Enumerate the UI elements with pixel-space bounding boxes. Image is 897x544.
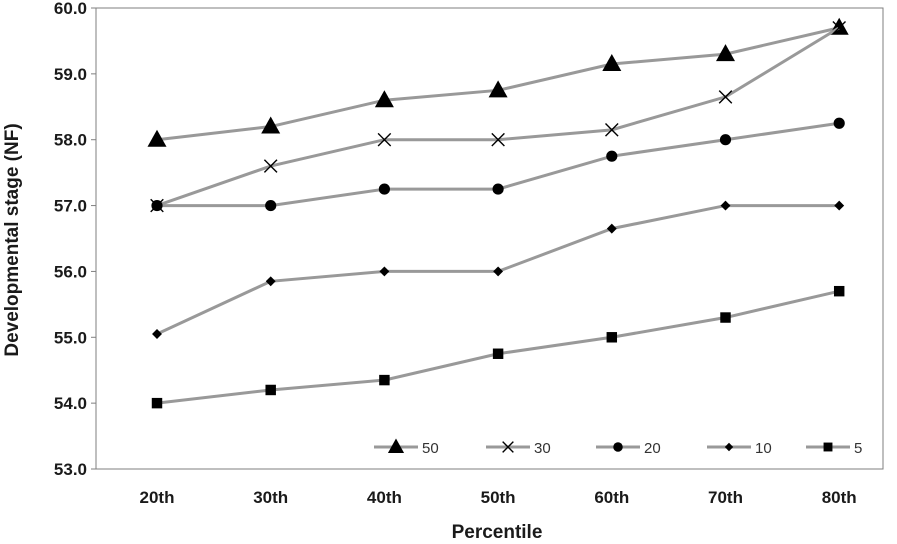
series-20-point <box>606 150 618 162</box>
legend-10-label: 10 <box>755 440 772 457</box>
series-10-point <box>720 200 731 211</box>
series-5-point <box>833 285 845 297</box>
series-50-point <box>147 129 167 147</box>
series-5-point <box>151 397 163 409</box>
series-30-point <box>605 123 619 137</box>
legend-50-marker <box>387 438 405 453</box>
y-tick-label: 58.0 <box>54 131 87 150</box>
x-tick-label: 30th <box>253 488 288 507</box>
series-20-point <box>265 199 277 212</box>
series-5-line <box>156 289 840 405</box>
legend-30-marker <box>502 441 514 453</box>
y-axis-title: Developmental stage (NF) <box>2 123 23 356</box>
legend-50-label: 50 <box>422 440 439 457</box>
series-30-point <box>718 90 733 104</box>
y-tick-label: 53.0 <box>54 460 87 479</box>
series-20-point <box>719 134 732 146</box>
series-5-point <box>379 374 390 386</box>
legend-5-label: 5 <box>854 440 862 457</box>
series-50-point <box>716 44 735 62</box>
legend-30-label: 30 <box>534 440 551 457</box>
series-10-point <box>379 266 390 277</box>
series-30-point <box>832 20 846 35</box>
series-10-point <box>152 329 162 339</box>
series-5-point <box>265 384 276 396</box>
x-tick-label: 20th <box>140 488 175 507</box>
series-30-point <box>377 132 392 147</box>
legend-10-marker <box>724 442 734 452</box>
series-5-point <box>606 332 618 343</box>
y-tick-label: 57.0 <box>54 197 87 216</box>
series-10-point <box>606 223 617 234</box>
series-50-point <box>488 80 508 98</box>
legend-20-label: 20 <box>644 440 661 457</box>
x-tick-label: 80th <box>822 488 857 507</box>
legend-5-marker <box>823 442 833 452</box>
x-tick-label: 50th <box>481 488 516 507</box>
x-tick-label: 70th <box>708 488 743 507</box>
series-50-point <box>261 116 281 134</box>
plot-frame <box>95 7 884 470</box>
series-50-point <box>602 53 622 71</box>
series-5-point <box>492 348 504 359</box>
series-10-point <box>265 276 276 287</box>
series-30-point <box>263 159 278 173</box>
y-tick-label: 55.0 <box>54 328 87 347</box>
legend-20-marker <box>613 442 623 452</box>
series-20-point <box>151 199 163 212</box>
series-30-point <box>491 132 505 147</box>
series-30-line <box>156 26 840 207</box>
series-20-point <box>378 183 390 195</box>
series-5-point <box>720 312 731 323</box>
series-50-point <box>374 90 394 108</box>
x-axis-title: Percentile <box>452 522 543 543</box>
series-10-point <box>834 200 845 211</box>
y-tick-label: 54.0 <box>54 394 87 413</box>
series-20-point <box>492 183 504 195</box>
y-tick-label: 59.0 <box>54 65 87 84</box>
series-20-point <box>833 117 845 129</box>
x-tick-label: 40th <box>367 488 402 507</box>
y-tick-label: 56.0 <box>54 262 87 281</box>
series-10-point <box>493 266 504 277</box>
x-tick-label: 60th <box>594 488 629 507</box>
y-tick-label: 60.0 <box>54 0 87 18</box>
